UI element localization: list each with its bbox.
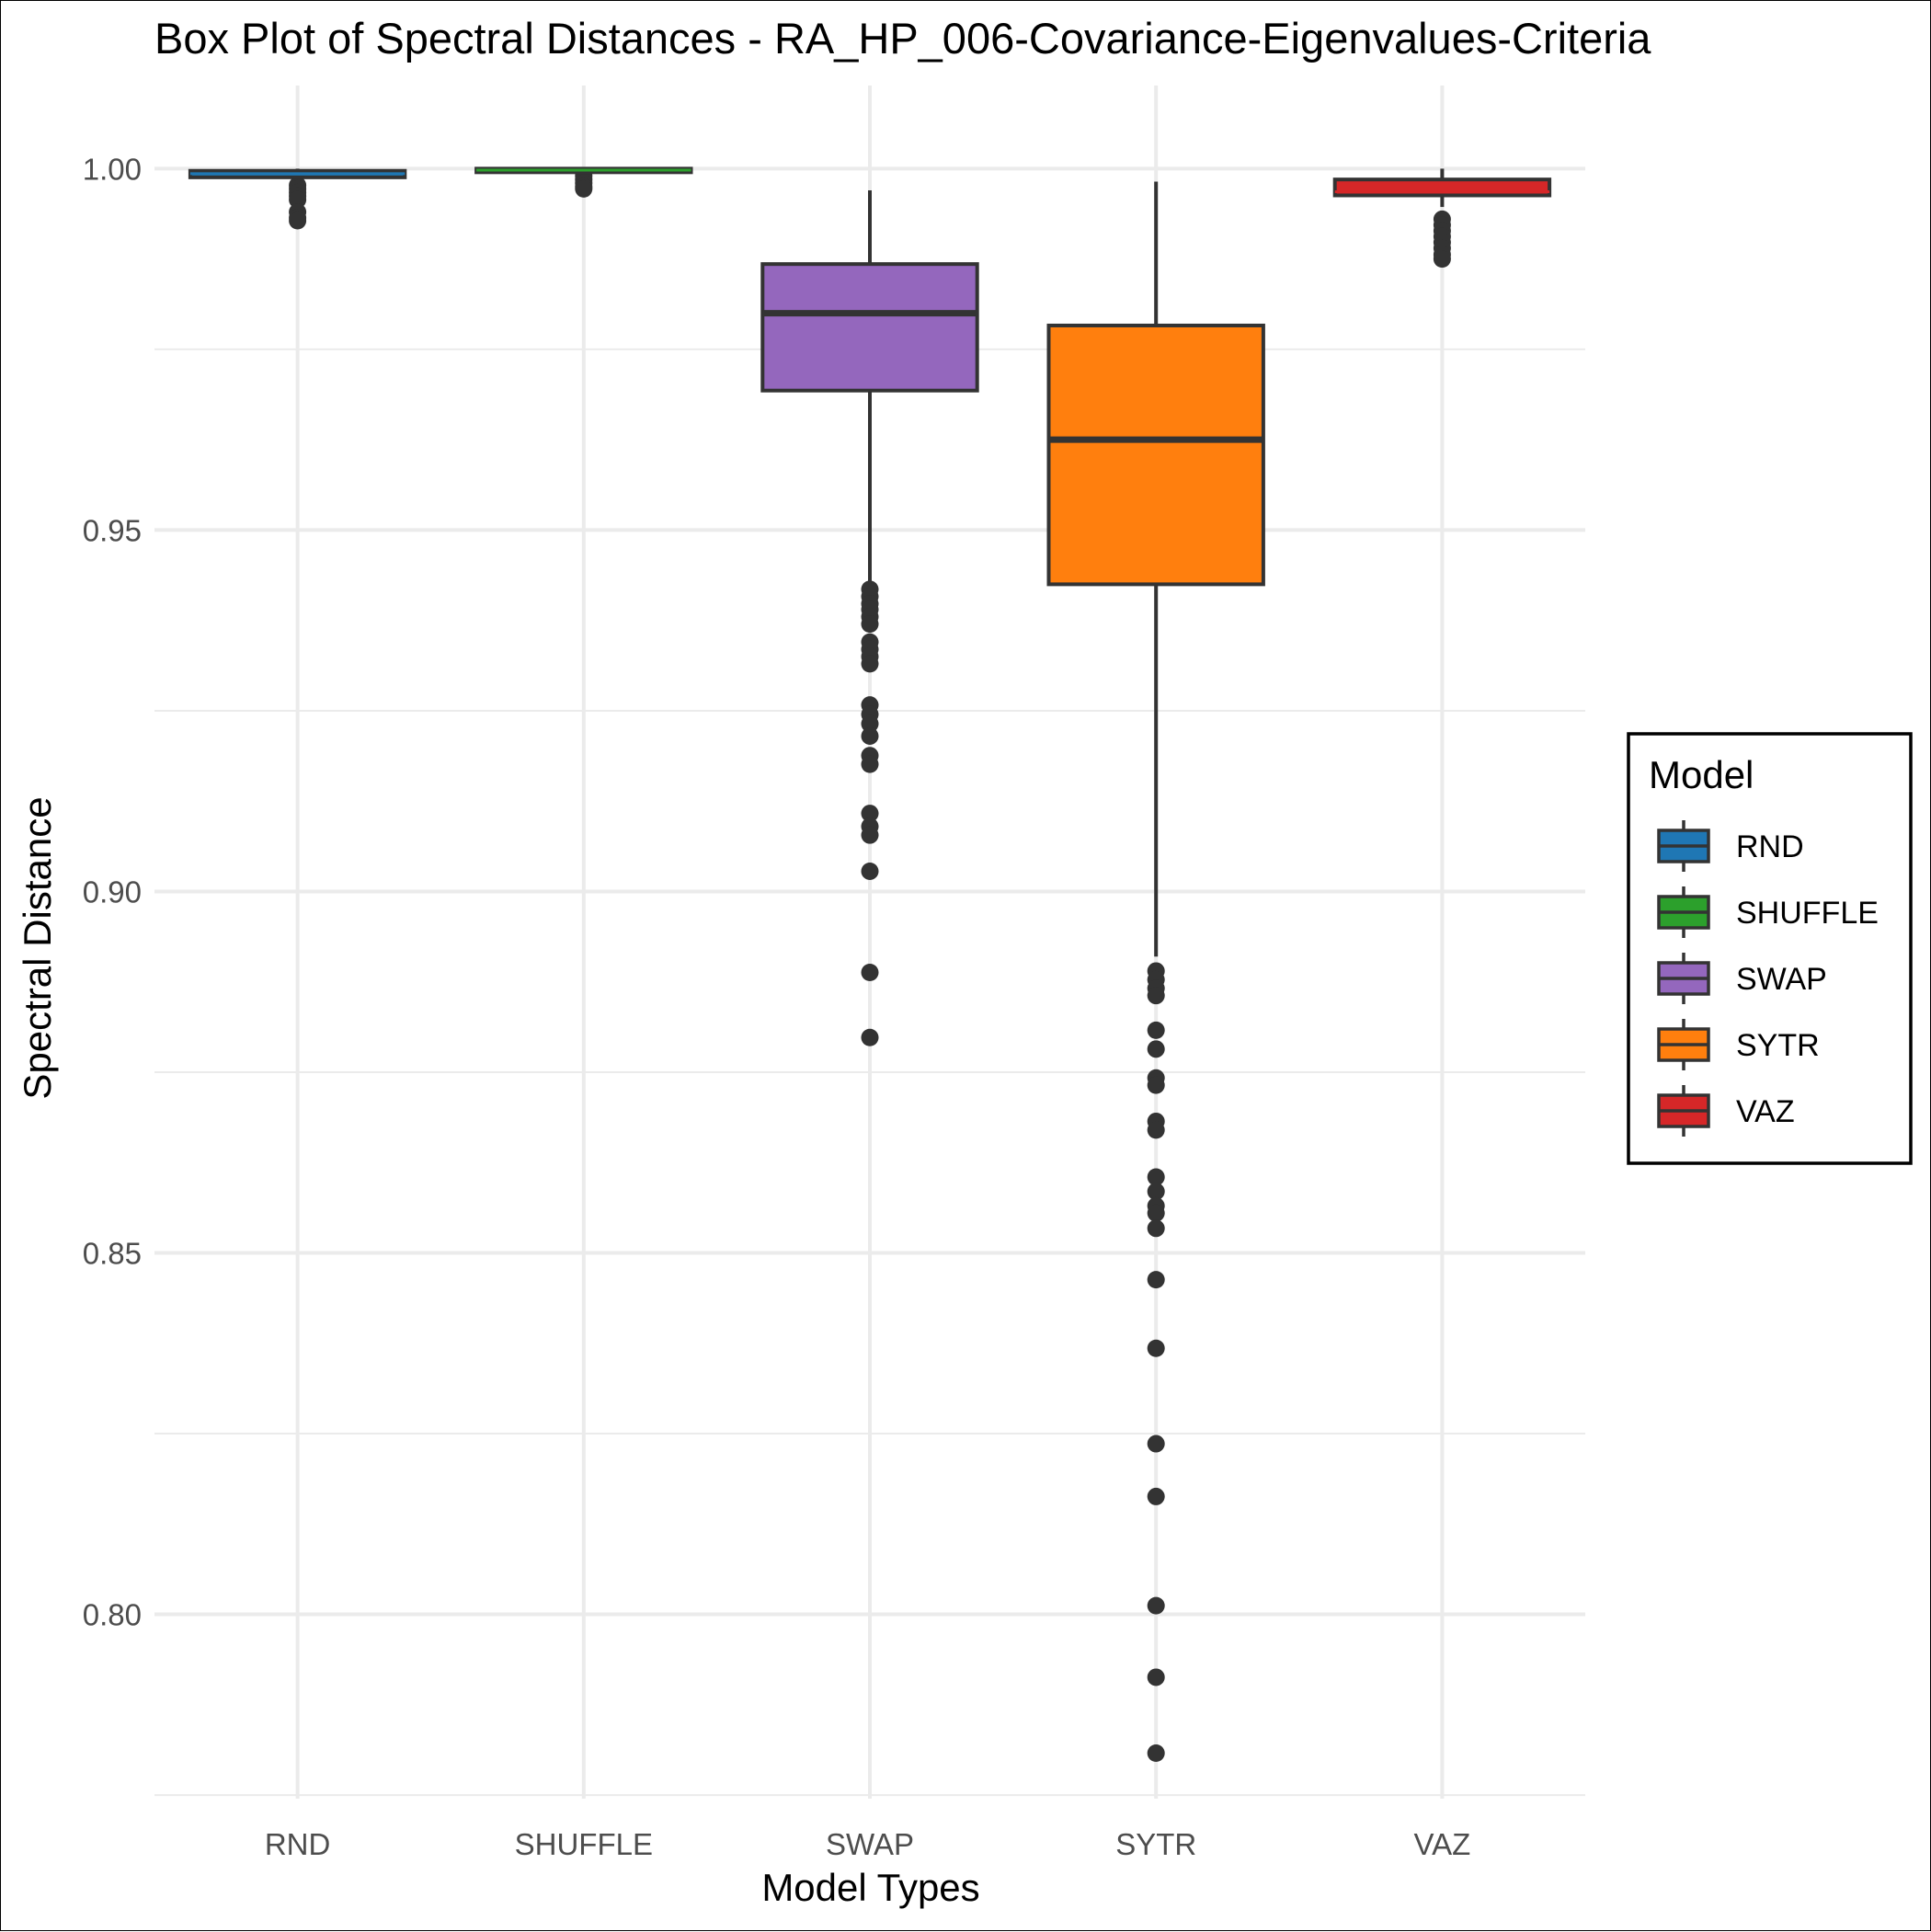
box-body [1046, 323, 1265, 587]
outlier-point [1147, 1219, 1165, 1238]
outlier-point [861, 615, 879, 634]
legend-title: Model [1649, 753, 1754, 796]
outlier-point [1433, 250, 1451, 269]
x-tick-label: RND [265, 1827, 331, 1861]
x-tick-label: SYTR [1115, 1827, 1196, 1861]
box-body [760, 262, 979, 393]
x-axis-title: Model Types [761, 1866, 979, 1909]
box-shuffle [474, 166, 693, 198]
y-tick-label: 0.90 [83, 875, 142, 909]
box-layer [188, 166, 1552, 1762]
outlier-point [289, 211, 307, 230]
y-axis-title: Spectral Distance [16, 796, 59, 1099]
outlier-point [1147, 1121, 1165, 1139]
outlier-point [861, 755, 879, 773]
outlier-point [1147, 1596, 1165, 1615]
outlier-point [1147, 1021, 1165, 1039]
x-tick-label: VAZ [1414, 1827, 1471, 1861]
legend-item-sytr: SYTR [1657, 1019, 1820, 1070]
outlier-point [1147, 1168, 1165, 1186]
legend: Model RND SHUFFLE SWAP SYTR VAZ [1627, 732, 1913, 1165]
outlier-point [1147, 1487, 1165, 1505]
outlier-point [1147, 1204, 1165, 1222]
outlier-point [1147, 1183, 1165, 1201]
outlier-point [861, 1028, 879, 1046]
outlier-point [1147, 1743, 1165, 1762]
outlier-point [1147, 1668, 1165, 1686]
x-tick-label: SWAP [826, 1827, 914, 1861]
outlier-point [1147, 1076, 1165, 1094]
legend-label: SYTR [1736, 1028, 1820, 1063]
legend-item-rnd: RND [1657, 820, 1804, 872]
legend-label: SHUFFLE [1736, 896, 1879, 931]
x-axis-ticks: RND SHUFFLE SWAP SYTR VAZ [265, 1827, 1470, 1861]
legend-label: RND [1736, 829, 1804, 864]
legend-item-vaz: VAZ [1657, 1085, 1795, 1137]
x-tick-label: SHUFFLE [515, 1827, 653, 1861]
outlier-point [861, 726, 879, 745]
legend-label: VAZ [1736, 1094, 1795, 1129]
legend-item-shuffle: SHUFFLE [1657, 886, 1879, 938]
legend-item-swap: SWAP [1657, 953, 1827, 1004]
outlier-point [861, 826, 879, 844]
outlier-point [575, 179, 593, 198]
box-swap [760, 189, 979, 1046]
outlier-point [1147, 1435, 1165, 1453]
y-tick-label: 0.95 [83, 513, 142, 547]
outlier-point [1147, 1271, 1165, 1289]
outlier-point [861, 805, 879, 823]
outlier-point [1147, 1339, 1165, 1357]
box-rnd [188, 168, 407, 230]
y-axis-ticks: 0.80 0.85 0.90 0.95 1.00 [83, 152, 142, 1631]
outlier-point [1147, 1040, 1165, 1058]
box-sytr [1046, 181, 1265, 1762]
legend-items: RND SHUFFLE SWAP SYTR VAZ [1657, 820, 1879, 1137]
y-tick-label: 0.80 [83, 1598, 142, 1632]
legend-box [1627, 732, 1913, 1165]
outlier-point [861, 964, 879, 982]
outlier-point [289, 190, 307, 209]
outlier-point [1147, 987, 1165, 1005]
outlier-point [861, 655, 879, 673]
chart-title: Box Plot of Spectral Distances - RA_HP_0… [154, 14, 1651, 63]
y-tick-label: 0.85 [83, 1237, 142, 1271]
outlier-point [861, 714, 879, 733]
outlier-point [861, 862, 879, 880]
y-tick-label: 1.00 [83, 152, 142, 186]
legend-label: SWAP [1736, 962, 1827, 997]
box-vaz [1332, 168, 1552, 269]
